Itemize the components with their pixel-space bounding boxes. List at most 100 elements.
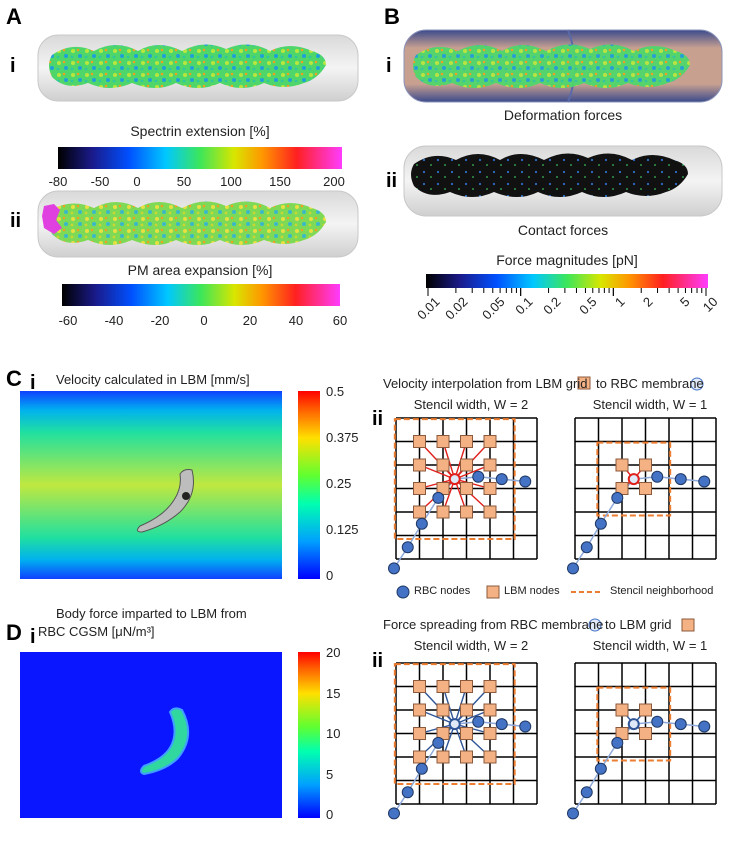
lbm-node (460, 505, 473, 519)
lbm-node (483, 680, 497, 693)
b-i-caption: Deformation forces (503, 107, 623, 123)
legend-rbc-node-icon (396, 585, 410, 599)
panel-d-letter: D (6, 620, 22, 645)
d-i-tick-label: 0 (326, 807, 334, 822)
d-i-title-line1: Body force imparted to LBM from (56, 606, 247, 621)
rbc-node (519, 720, 532, 733)
c-i-tick-label: 0.375 (326, 430, 359, 445)
stencil-neighborhood (596, 441, 672, 517)
rbc-node (627, 473, 640, 486)
d-i-force-field (20, 652, 282, 818)
lbm-node (483, 458, 497, 472)
stencil-neighborhood (393, 418, 516, 541)
lbm-node (460, 750, 473, 764)
panel-b-ii-label: ii (386, 170, 398, 192)
a-ii-cell-cluster (49, 201, 326, 245)
a-i-tick-label: -80 (48, 174, 68, 189)
d-i-title-line2: RBC CGSM [μN/m³] (38, 624, 155, 639)
lbm-node (413, 703, 426, 717)
d-title-lbm-icon (681, 618, 695, 632)
lbm-node (436, 505, 450, 519)
lbm-node (413, 482, 426, 495)
a-ii-tick-label: 20 (242, 313, 258, 328)
d-i-tick-label: 20 (326, 645, 341, 660)
legend-stencil-label: Stencil neighborhood (610, 585, 714, 597)
rbc-node (651, 470, 664, 483)
d-ii-stencil-w1 (567, 662, 717, 820)
lbm-node (436, 680, 450, 693)
lbm-node (413, 750, 426, 764)
a-ii-colorbar (62, 284, 340, 306)
panel-a-letter: A (6, 4, 22, 29)
c-ii-title-part1: Velocity interpolation from LBM grid (383, 376, 588, 391)
a-i-tick-label: 200 (323, 174, 345, 189)
rbc-node (495, 473, 508, 486)
c-ii-stencil-w2 (388, 417, 538, 575)
panel-c-ii-label: ii (372, 408, 384, 430)
lbm-node (639, 703, 652, 717)
rbc-node (415, 762, 428, 775)
lbm-node (413, 680, 426, 693)
c-i-tick-label: 0 (326, 568, 334, 583)
lbm-node (460, 458, 473, 472)
rbc-node (388, 562, 400, 575)
lbm-node (413, 435, 426, 448)
d-ii-right-title: Stencil width, W = 1 (592, 638, 708, 653)
rbc-node (594, 517, 607, 530)
lbm-node (436, 750, 450, 764)
a-i-tick-label: -50 (90, 174, 110, 189)
a-i-caption: Spectrin extension [%] (130, 123, 270, 139)
panel-d-i-label: i (30, 626, 36, 648)
c-i-colorbar (298, 391, 320, 579)
c-i-tick-label: 0.125 (326, 522, 359, 537)
lbm-node (436, 703, 450, 717)
lbm-node (460, 703, 473, 717)
c-i-title: Velocity calculated in LBM [mm/s] (56, 372, 250, 387)
panel-d-ii-label: ii (372, 650, 384, 672)
a-ii-tick-label: -60 (58, 313, 78, 328)
lbm-node (413, 505, 426, 519)
rbc-node (432, 736, 445, 749)
lbm-node (639, 458, 652, 472)
a-ii-tick-label: 60 (332, 313, 348, 328)
c-title-rbc-icon (690, 377, 704, 391)
d-ii-left-title: Stencil width, W = 2 (413, 638, 529, 653)
a-i-tick-label: 150 (269, 174, 291, 189)
rbc-node (594, 762, 607, 775)
c-ii-left-title: Stencil width, W = 2 (413, 397, 529, 412)
rbc-node (567, 807, 579, 820)
c-title-lbm-icon (577, 376, 591, 390)
panel-b-i-label: i (386, 55, 392, 77)
a-i-tick-label: 100 (220, 174, 242, 189)
c-ii-right-title: Stencil width, W = 1 (592, 397, 708, 412)
a-i-tick-label: 0 (133, 174, 141, 189)
rbc-node (611, 736, 624, 749)
rbc-node (401, 786, 414, 799)
d-i-tick-label: 10 (326, 726, 341, 741)
d-i-rbc-shape (140, 707, 189, 776)
d-ii-stencil-w2 (388, 662, 538, 820)
d-i-tick-label: 5 (326, 766, 334, 782)
a-i-tick-label: 50 (176, 174, 192, 189)
b-colorbar-minor-ticks (427, 288, 707, 296)
rbc-node (580, 541, 593, 554)
b-colorbar (426, 274, 708, 288)
lbm-node (483, 727, 497, 740)
d-i-tick-label: 15 (326, 685, 341, 701)
rbc-node (698, 720, 711, 733)
b-colorbar-title: Force magnitudes [pN] (496, 252, 638, 268)
c-i-tick-label: 0.5 (326, 384, 345, 399)
lbm-node (460, 435, 473, 448)
rbc-membrane-line (572, 475, 705, 569)
stencil-neighborhood (393, 663, 516, 786)
panel-c-i-label: i (30, 372, 36, 394)
a-ii-magenta-region (42, 204, 62, 234)
a-ii-tick-label: -20 (150, 313, 170, 328)
b-i-cell-cluster (413, 44, 690, 88)
c-ii-stencil-w1 (567, 417, 717, 575)
lbm-node (460, 680, 473, 693)
lbm-node (639, 727, 652, 740)
rbc-node (580, 786, 593, 799)
lbm-node (483, 750, 497, 764)
rbc-node (401, 541, 414, 554)
